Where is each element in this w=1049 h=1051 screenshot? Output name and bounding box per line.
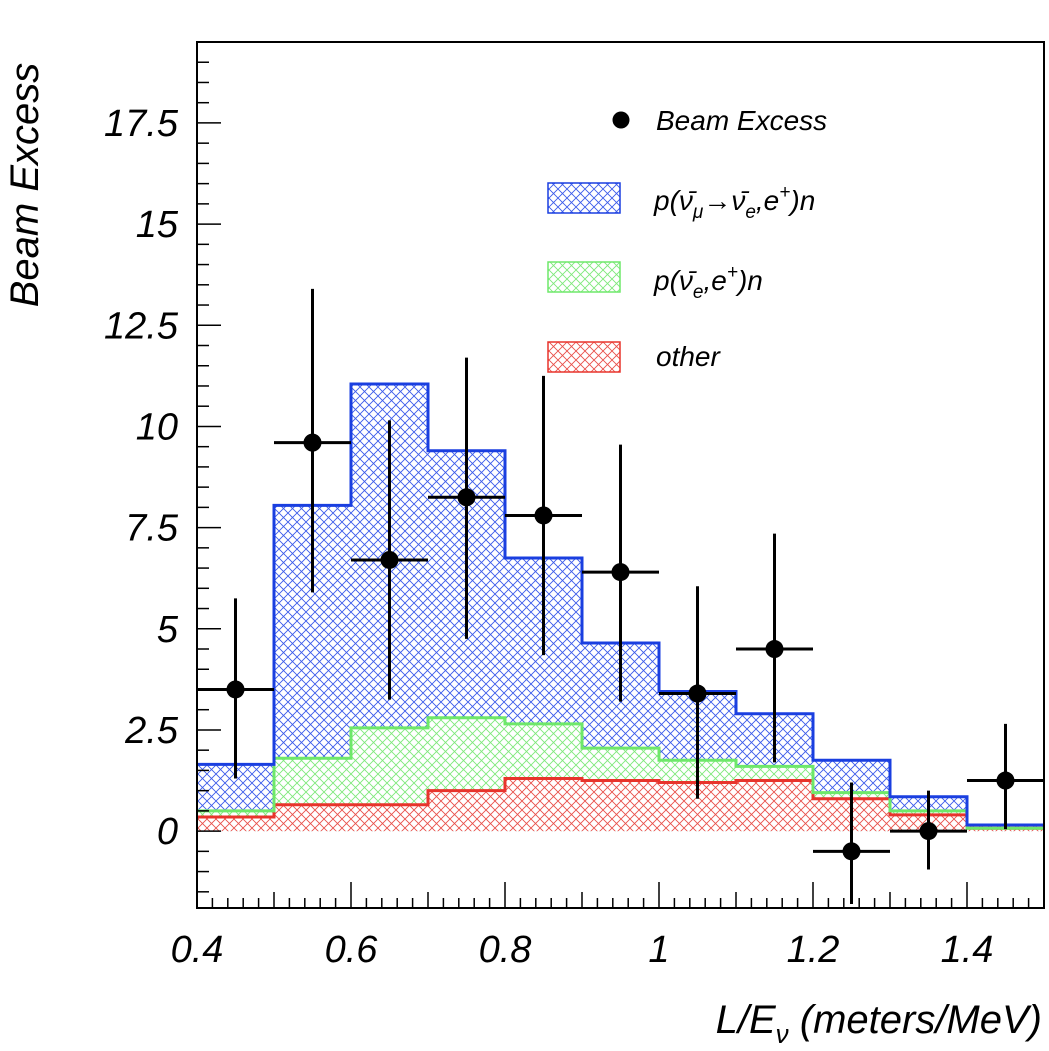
data-point-3: [457, 488, 476, 507]
data-point-7: [765, 640, 784, 659]
data-point-4: [534, 506, 553, 525]
y-tick-label-1: 2.5: [124, 710, 179, 752]
hist-fill-other-7: [736, 780, 813, 832]
data-point-9: [919, 822, 938, 841]
x-axis-title-units: (meters/MeV): [789, 998, 1042, 1042]
legend-label-nuebar-osc: p(ν̄μ→ν̄e,e+)n: [653, 182, 815, 223]
data-point-10: [996, 771, 1015, 790]
x-tick-label-1: 0.6: [325, 929, 379, 971]
data-point-6: [688, 684, 707, 703]
y-tick-label-7: 17.5: [104, 103, 179, 145]
legend-marker-beam-excess: [612, 111, 630, 129]
hist-fill-other-1: [274, 804, 351, 832]
x-tick-label-4: 1.2: [787, 929, 840, 971]
x-tick-label-2: 0.8: [479, 929, 532, 971]
data-point-8: [842, 842, 861, 861]
x-axis-title-main: L/E: [716, 998, 777, 1042]
x-tick-label-3: 1: [648, 929, 669, 971]
legend-swatch-nuebar-osc: [547, 182, 621, 214]
y-axis-title: Beam Excess: [3, 63, 47, 308]
axes: 0.4 0.6 0.8 1 1.2 1.4 0 2.5 5 7.5 10 12.5 15 17.5: [104, 41, 1045, 971]
y-tick-label-4: 10: [136, 406, 178, 448]
hist-fill-other-5: [582, 780, 659, 832]
legend-label-other: other: [656, 341, 721, 372]
y-tick-label-2: 5: [157, 609, 179, 651]
y-tick-label-0: 0: [157, 811, 178, 853]
hist-fill-other-2: [351, 804, 428, 832]
data-point-2: [380, 550, 399, 569]
y-tick-label-3: 7.5: [125, 508, 179, 550]
legend-swatch-other: [547, 341, 621, 373]
legend-label-beam-excess: Beam Excess: [656, 105, 827, 136]
x-tick-label-5: 1.4: [941, 929, 994, 971]
data-point-0: [226, 680, 245, 699]
x-tick-label-0: 0.4: [171, 929, 224, 971]
legend: Beam Excess p(ν̄μ→ν̄e,e+)n p(ν̄e,e+)n ot…: [547, 105, 827, 373]
legend-swatch-nuebar-bkg: [547, 261, 621, 293]
data-points: [197, 288, 1044, 904]
x-axis-title-subscript: ν: [776, 1019, 789, 1049]
hist-fill-other-0: [197, 816, 274, 832]
data-point-5: [611, 563, 630, 582]
x-axis-title: L/Eν (meters/MeV): [716, 998, 1042, 1049]
data-point-1: [303, 433, 322, 452]
plot-frame: [196, 41, 1045, 909]
legend-label-nuebar-bkg: p(ν̄e,e+)n: [653, 262, 763, 303]
hist-fill-other-4: [505, 778, 582, 832]
y-tick-label-5: 12.5: [104, 305, 179, 347]
hist-fill-other-3: [428, 790, 505, 832]
y-tick-label-6: 15: [136, 204, 179, 246]
hist-outline-nuebar-bkg: [197, 716, 1044, 830]
